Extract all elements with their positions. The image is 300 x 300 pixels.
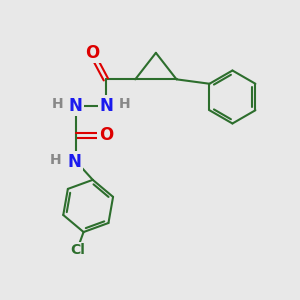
Text: N: N <box>69 97 83 115</box>
Text: O: O <box>85 44 100 62</box>
Text: O: O <box>99 126 113 144</box>
Text: N: N <box>100 97 113 115</box>
Text: H: H <box>119 98 131 111</box>
Text: H: H <box>51 98 63 111</box>
Text: H: H <box>50 153 61 167</box>
Text: Cl: Cl <box>70 243 85 257</box>
Text: N: N <box>68 153 82 171</box>
